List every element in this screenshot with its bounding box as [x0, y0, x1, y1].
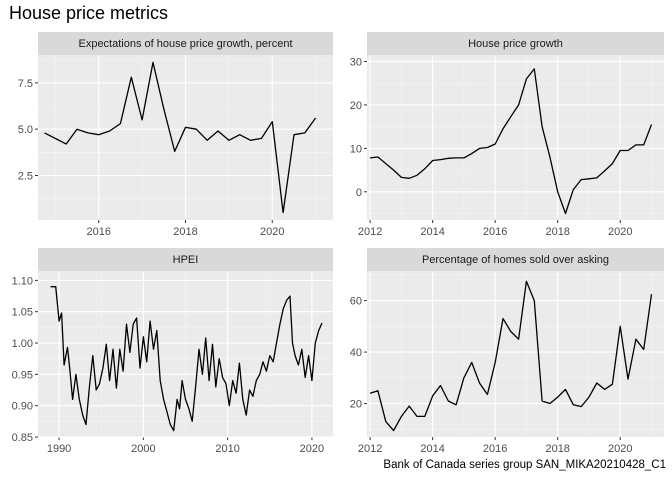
y-tick-label: 20 [350, 100, 362, 112]
x-tick-label: 2020 [608, 226, 632, 238]
chart-title: House price metrics [9, 3, 169, 23]
x-tick-label: 2018 [545, 226, 569, 238]
x-tick-label: 2012 [358, 226, 382, 238]
y-tick-label: 2.5 [18, 171, 33, 183]
panel-strip-1 [38, 32, 333, 55]
y-tick-label: 30 [350, 57, 362, 69]
x-tick-label: 2020 [300, 443, 324, 455]
x-tick-label: 2020 [608, 443, 632, 455]
x-tick-label: 2018 [545, 443, 569, 455]
panel-strip-2 [367, 32, 664, 55]
y-tick-label: 0.95 [12, 369, 33, 381]
y-tick-label: 1.05 [12, 307, 33, 319]
y-tick-label: 1.10 [12, 275, 33, 287]
y-tick-label: 5.0 [18, 124, 33, 136]
panel-title-4: Percentage of homes sold over asking [422, 254, 609, 266]
y-tick-label: 20 [350, 399, 362, 411]
series-line-1 [44, 61, 317, 214]
y-tick-label: 40 [350, 347, 362, 359]
y-tick-label: 0 [356, 187, 362, 199]
chart-caption: Bank of Canada series group SAN_MIKA2021… [383, 459, 666, 471]
x-tick-label: 2016 [86, 226, 110, 238]
y-tick-label: 0.90 [12, 401, 33, 413]
panel-title-1: Expectations of house price growth, perc… [78, 38, 292, 50]
x-tick-label: 2016 [483, 443, 507, 455]
x-tick-label: 2020 [260, 226, 284, 238]
panel-title-2: House price growth [468, 38, 563, 50]
y-tick-label: 1.00 [12, 338, 33, 350]
panel-strip-3 [38, 248, 333, 271]
y-tick-label: 7.5 [18, 78, 33, 90]
panel-background-2 [367, 55, 664, 220]
x-tick-label: 2012 [358, 443, 382, 455]
x-tick-label: 2014 [420, 226, 444, 238]
x-tick-label: 2016 [483, 226, 507, 238]
x-tick-label: 2010 [215, 443, 239, 455]
panel-title-3: HPEI [173, 254, 199, 266]
x-tick-label: 2018 [173, 226, 197, 238]
y-tick-label: 10 [350, 143, 362, 155]
panel-background-4 [367, 271, 664, 437]
x-tick-label: 1990 [47, 443, 71, 455]
panel-strip-4 [367, 248, 664, 271]
series-line-4 [369, 280, 653, 432]
y-tick-label: 60 [350, 296, 362, 308]
x-tick-label: 2000 [131, 443, 155, 455]
series-line-2 [370, 68, 653, 215]
y-tick-label: 0.85 [12, 432, 33, 444]
series-line-3 [50, 286, 323, 432]
x-tick-label: 2014 [420, 443, 444, 455]
